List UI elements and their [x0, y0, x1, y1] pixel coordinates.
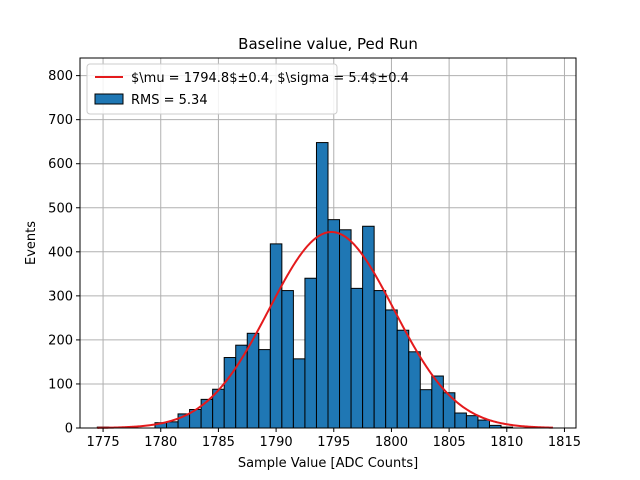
y-tick-label: 800: [48, 69, 73, 84]
histogram-bar: [258, 349, 271, 429]
plot-frame: [79, 57, 577, 429]
legend-fit-label: $\mu = 1794.8$±0.4, $\sigma = 5.4$±0.4: [131, 71, 409, 86]
x-tick-label: 1780: [144, 435, 177, 450]
y-tick-label: 200: [48, 333, 73, 348]
histogram-bar: [385, 309, 398, 429]
histogram-bar: [465, 415, 479, 429]
y-tick-label: 400: [48, 245, 73, 260]
fit-curve-group: [97, 230, 553, 429]
histogram-bar: [281, 290, 294, 429]
y-tick-label: 100: [48, 377, 73, 392]
y-tick-label: 300: [48, 289, 73, 304]
y-tick-label: 500: [48, 201, 73, 216]
histogram-bar: [269, 243, 283, 429]
x-tick-label: 1800: [375, 435, 408, 450]
histogram-bar: [166, 421, 179, 429]
x-tick-label: 1775: [87, 435, 120, 450]
histogram-bar: [419, 389, 433, 429]
x-axis-ticks: 1775 1780 1785 1790 1795 1800 1805 1810 1815: [87, 428, 581, 450]
x-tick-label: 1795: [317, 435, 350, 450]
histogram-bar: [292, 358, 306, 429]
x-tick-label: 1810: [490, 435, 523, 450]
histogram-bar: [339, 229, 352, 429]
histogram-bar: [431, 375, 444, 429]
legend-histogram-label: RMS = 5.34: [131, 93, 208, 108]
x-axis-label: Sample Value [ADC Counts]: [238, 456, 418, 471]
x-tick-label: 1785: [202, 435, 235, 450]
histogram-bars: [96, 142, 514, 429]
histogram-bar: [350, 287, 364, 429]
histogram-bar: [408, 351, 421, 429]
histogram-bar: [396, 329, 410, 429]
histogram-bar: [223, 357, 237, 429]
histogram-bar: [477, 419, 490, 429]
legend-frame: [86, 63, 338, 115]
histogram-bar: [315, 142, 329, 429]
histogram-bar: [373, 290, 387, 429]
y-axis-label: Events: [24, 221, 39, 265]
legend-histogram-swatch: [94, 93, 124, 105]
y-tick-label: 700: [48, 113, 73, 128]
gaussian-fit-line: [97, 230, 553, 429]
y-tick-label: 0: [65, 422, 73, 437]
chart-title: Baseline value, Ped Run: [238, 35, 418, 53]
y-tick-label: 600: [48, 157, 73, 172]
x-tick-label: 1815: [548, 435, 581, 450]
legend: $\mu = 1794.8$±0.4, $\sigma = 5.4$±0.4 R…: [86, 63, 409, 115]
y-axis-ticks: 0 100 200 300 400 500 600 700 800: [48, 69, 80, 437]
x-tick-label: 1790: [260, 435, 293, 450]
histogram-bar: [327, 219, 341, 429]
histogram-bar: [454, 412, 467, 429]
histogram-bar: [304, 277, 317, 429]
x-tick-label: 1805: [433, 435, 466, 450]
